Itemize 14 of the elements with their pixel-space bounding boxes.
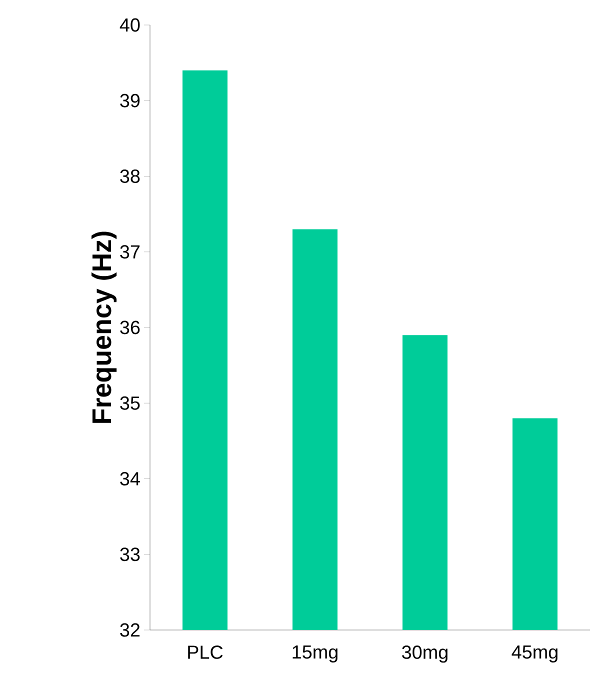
y-tick-label: 38	[120, 170, 140, 183]
y-axis-title: Frequency (Hz)	[92, 232, 117, 423]
x-tick-label: 15mg	[292, 646, 338, 662]
y-tick-label: 35	[120, 396, 140, 410]
x-tick-label: PLC	[188, 646, 223, 659]
y-tick-label: 36	[120, 320, 140, 334]
x-tick-label: 30mg	[402, 646, 448, 663]
y-tick-label: 32	[120, 623, 140, 637]
y-tick-label: 37	[120, 245, 140, 259]
y-tick-label: 33	[120, 548, 140, 562]
y-tick-label: 39	[120, 94, 140, 108]
x-tick-label: 45mg	[512, 646, 558, 662]
y-tick-label: 34	[120, 472, 140, 486]
y-tick-label: 40	[120, 18, 140, 32]
